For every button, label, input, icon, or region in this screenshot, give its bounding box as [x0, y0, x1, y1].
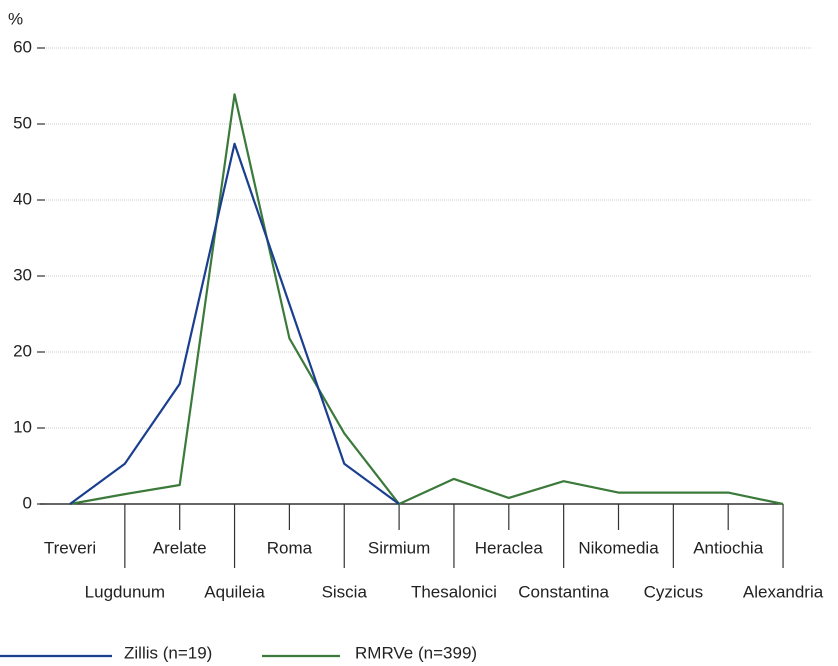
y-tick-label: 20: [13, 341, 32, 360]
y-tick-label: 30: [13, 265, 32, 284]
x-tick-label: Roma: [267, 538, 313, 557]
y-tick-label: 60: [13, 37, 32, 56]
x-tick-label: Antiochia: [693, 538, 763, 557]
y-axis-label: %: [8, 9, 23, 28]
y-tick-label: 50: [13, 113, 32, 132]
legend-label: RMRVe (n=399): [355, 643, 477, 662]
x-tick-label: Treveri: [44, 538, 96, 557]
x-tick-label: Cyzicus: [644, 582, 704, 601]
x-tick-label: Alexandria: [743, 582, 824, 601]
series-line: [69, 93, 784, 506]
x-tick-label: Aquileia: [204, 582, 265, 601]
x-tick-label: Thesalonici: [411, 582, 497, 601]
legend-label: Zillis (n=19): [124, 643, 212, 662]
y-tick-label: 40: [13, 189, 32, 208]
x-tick-label: Nikomedia: [578, 538, 659, 557]
x-tick-label: Lugdunum: [85, 582, 165, 601]
x-tick-label: Arelate: [153, 538, 207, 557]
x-tick-label: Constantina: [518, 582, 609, 601]
y-tick-label: 10: [13, 417, 32, 436]
x-tick-label: Siscia: [322, 582, 368, 601]
y-tick-label: 0: [23, 493, 32, 512]
x-tick-label: Sirmium: [368, 538, 430, 557]
x-tick-label: Heraclea: [475, 538, 544, 557]
series-line: [69, 142, 400, 505]
